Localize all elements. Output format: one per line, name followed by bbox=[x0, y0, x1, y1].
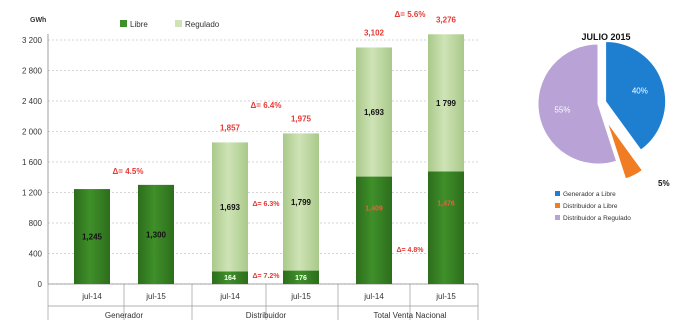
delta-annotation-libre-total: Δ= 4.8% bbox=[396, 247, 424, 254]
total-label: 1,857 bbox=[220, 123, 241, 132]
data-label-regulado: 1 799 bbox=[436, 99, 457, 108]
legend-swatch-regulado bbox=[175, 20, 182, 27]
bar-libre bbox=[74, 189, 110, 284]
pie-legend-swatch bbox=[555, 215, 560, 220]
data-label-libre: 176 bbox=[295, 275, 307, 282]
pie-slice bbox=[537, 43, 618, 165]
legend-label-libre: Libre bbox=[130, 20, 148, 29]
delta-annotation-libre-distribuidor: Δ= 7.2% bbox=[252, 273, 280, 280]
total-label: 1,975 bbox=[291, 114, 312, 123]
delta-annotation-generador: Δ= 4.5% bbox=[113, 167, 144, 176]
x-tick-label: jul-15 bbox=[145, 292, 166, 301]
x-tick-label: jul-15 bbox=[290, 292, 311, 301]
delta-annotation-regulado: Δ= 6.3% bbox=[252, 201, 280, 208]
bar-libre bbox=[138, 184, 174, 284]
legend-swatch-libre bbox=[120, 20, 127, 27]
data-label-regulado: 1,693 bbox=[364, 108, 385, 117]
data-label-libre: 164 bbox=[224, 275, 236, 282]
legend-label-regulado: Regulado bbox=[185, 20, 220, 29]
y-tick-label: 1 600 bbox=[22, 158, 43, 167]
pie-title: JULIO 2015 bbox=[581, 32, 630, 42]
bar-libre bbox=[283, 270, 319, 284]
x-tick-label: jul-14 bbox=[219, 292, 240, 301]
y-tick-label: 400 bbox=[29, 250, 43, 259]
pie-legend-label: Generador a Libre bbox=[563, 191, 616, 198]
data-label-regulado: 1,799 bbox=[291, 198, 312, 207]
pie-legend-label: Distribuidor a Libre bbox=[563, 203, 618, 210]
x-tick-label: jul-15 bbox=[435, 292, 456, 301]
pie-legend-label: Distribuidor a Regulado bbox=[563, 215, 631, 222]
data-label-libre: 1,245 bbox=[82, 233, 103, 242]
bar-libre bbox=[356, 176, 392, 284]
bar-libre bbox=[428, 171, 464, 284]
data-label-libre: 1,476 bbox=[437, 200, 455, 207]
pie-legend-swatch bbox=[555, 203, 560, 208]
y-tick-label: 2 800 bbox=[22, 67, 43, 76]
y-unit-label: GWh bbox=[30, 17, 46, 24]
data-label-regulado: 1,693 bbox=[220, 203, 241, 212]
bar-regulado bbox=[212, 142, 248, 272]
x-tick-label: jul-14 bbox=[81, 292, 102, 301]
bar-libre bbox=[212, 271, 248, 284]
y-tick-label: 1 200 bbox=[22, 189, 43, 198]
pie-legend-swatch bbox=[555, 191, 560, 196]
y-tick-label: 0 bbox=[38, 280, 43, 289]
bar-regulado bbox=[428, 34, 464, 172]
y-tick-label: 3 200 bbox=[22, 36, 43, 45]
data-label-libre: 1,300 bbox=[146, 230, 167, 239]
bar-regulado bbox=[283, 133, 319, 271]
pie-slice bbox=[606, 121, 644, 180]
y-tick-label: 2 400 bbox=[22, 97, 43, 106]
pie-slice-label: 55% bbox=[554, 106, 570, 115]
group-label: Distribuidor bbox=[246, 311, 287, 320]
delta-annotation-distribuidor: Δ= 6.4% bbox=[251, 101, 282, 110]
y-tick-label: 2 000 bbox=[22, 128, 43, 137]
total-label: 3,102 bbox=[364, 28, 385, 37]
y-tick-label: 800 bbox=[29, 219, 43, 228]
delta-annotation-total: Δ= 5.6% bbox=[395, 10, 426, 19]
data-label-libre: 1,409 bbox=[365, 206, 383, 213]
total-label: 3,276 bbox=[436, 15, 457, 24]
pie-slice bbox=[605, 41, 667, 151]
pie-slice-label: 40% bbox=[632, 86, 648, 95]
bar-regulado bbox=[356, 47, 392, 177]
group-label: Generador bbox=[105, 311, 144, 320]
group-label: Total Venta Nacional bbox=[374, 311, 447, 320]
pie-slice-label: 5% bbox=[658, 179, 670, 188]
x-tick-label: jul-14 bbox=[363, 292, 384, 301]
